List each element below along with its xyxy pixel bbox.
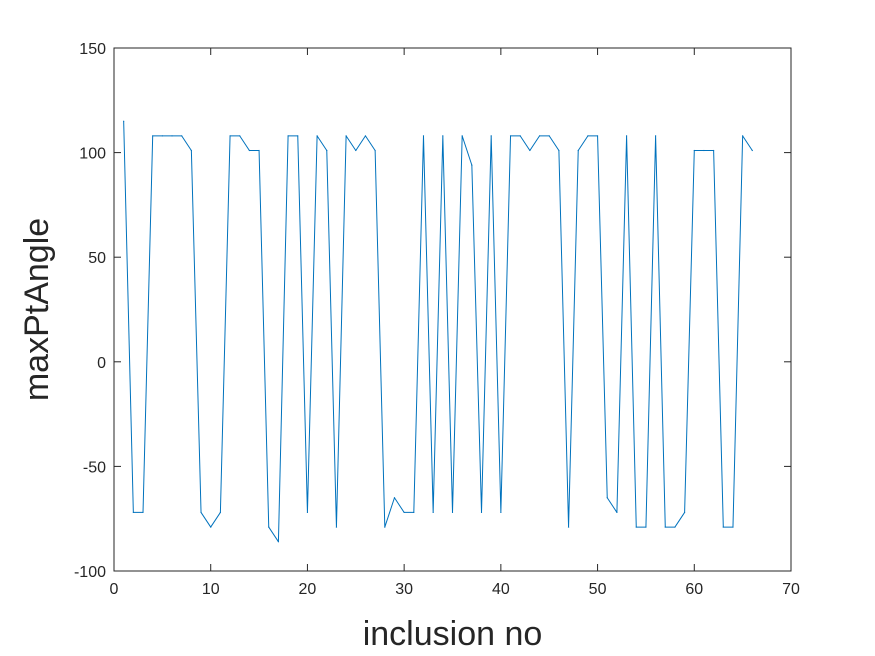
y-axis-label: maxPtAngle <box>18 218 56 401</box>
data-point <box>239 135 241 137</box>
data-point <box>161 135 163 137</box>
data-point <box>732 526 734 528</box>
data-point <box>219 511 221 514</box>
y-tick-label: -50 <box>83 459 106 476</box>
data-point <box>384 526 386 528</box>
data-point <box>703 149 705 152</box>
data-point <box>674 526 676 528</box>
x-tick-label: 50 <box>589 581 607 598</box>
data-point <box>335 526 338 528</box>
data-point <box>519 135 521 137</box>
data-point <box>635 526 637 528</box>
plot-area <box>114 48 791 571</box>
data-point <box>693 149 695 152</box>
data-point <box>316 135 318 137</box>
data-point <box>142 511 144 514</box>
data-point <box>171 135 173 137</box>
x-axis-label: inclusion no <box>363 615 543 653</box>
x-tick-label: 40 <box>492 581 510 598</box>
data-point <box>393 497 396 499</box>
data-point <box>606 497 608 499</box>
data-point <box>345 135 347 137</box>
data-point <box>403 511 405 514</box>
data-point <box>268 526 270 528</box>
data-point <box>123 120 125 122</box>
data-point <box>461 135 463 137</box>
data-point <box>529 149 531 152</box>
data-point <box>190 149 192 152</box>
y-tick-label: 100 <box>79 146 106 163</box>
data-point <box>625 135 628 137</box>
x-tick-label: 60 <box>685 581 703 598</box>
data-point <box>210 526 212 528</box>
data-point <box>596 135 599 137</box>
data-point <box>713 149 715 152</box>
axes-box <box>113 47 792 572</box>
x-tick-label: 0 <box>110 581 119 598</box>
data-point <box>577 149 579 152</box>
data-point <box>258 149 260 152</box>
x-tick-label: 70 <box>782 581 800 598</box>
data-point <box>432 511 434 514</box>
data-point <box>490 135 492 137</box>
data-point <box>587 135 589 137</box>
data-point <box>742 135 744 137</box>
data-point <box>229 135 231 137</box>
data-point <box>277 541 280 543</box>
data-point <box>326 149 328 152</box>
data-point <box>538 135 541 137</box>
data-point <box>355 149 357 152</box>
data-point <box>374 149 376 152</box>
data-point <box>248 149 250 152</box>
data-point <box>132 511 134 514</box>
data-point <box>471 164 473 166</box>
data-point <box>287 135 289 137</box>
data-point <box>751 149 753 152</box>
x-tick-label: 30 <box>395 581 413 598</box>
data-point <box>297 135 299 137</box>
ticks-layer: 0 10 20 30 40 50 60 70 -100 -50 0 50 100 150 <box>74 41 800 598</box>
data-point <box>684 511 686 514</box>
data-point <box>152 135 154 137</box>
data-point <box>655 135 657 137</box>
y-tick-label: 0 <box>97 355 106 372</box>
data-point <box>645 526 647 528</box>
data-point <box>200 511 202 514</box>
y-tick-label: 150 <box>79 41 106 58</box>
data-point <box>422 135 425 137</box>
y-tick-label: 50 <box>88 250 106 267</box>
data-point <box>480 511 483 514</box>
data-point <box>500 511 502 514</box>
data-point <box>413 511 415 514</box>
y-tick-label: -100 <box>74 564 106 581</box>
data-point <box>558 149 560 152</box>
data-point <box>442 135 444 137</box>
series-layer <box>123 120 753 543</box>
data-point <box>548 135 550 137</box>
data-point <box>451 511 454 514</box>
data-point <box>616 511 618 514</box>
series-line-1 <box>123 121 753 543</box>
axes-layer <box>113 47 792 572</box>
x-tick-label: 20 <box>299 581 317 598</box>
data-point <box>664 526 666 528</box>
data-point <box>567 526 570 528</box>
data-point <box>722 526 724 528</box>
data-point <box>364 135 367 137</box>
data-point <box>509 135 512 137</box>
x-tick-label: 10 <box>202 581 220 598</box>
data-point <box>306 511 309 514</box>
data-point <box>181 135 183 137</box>
